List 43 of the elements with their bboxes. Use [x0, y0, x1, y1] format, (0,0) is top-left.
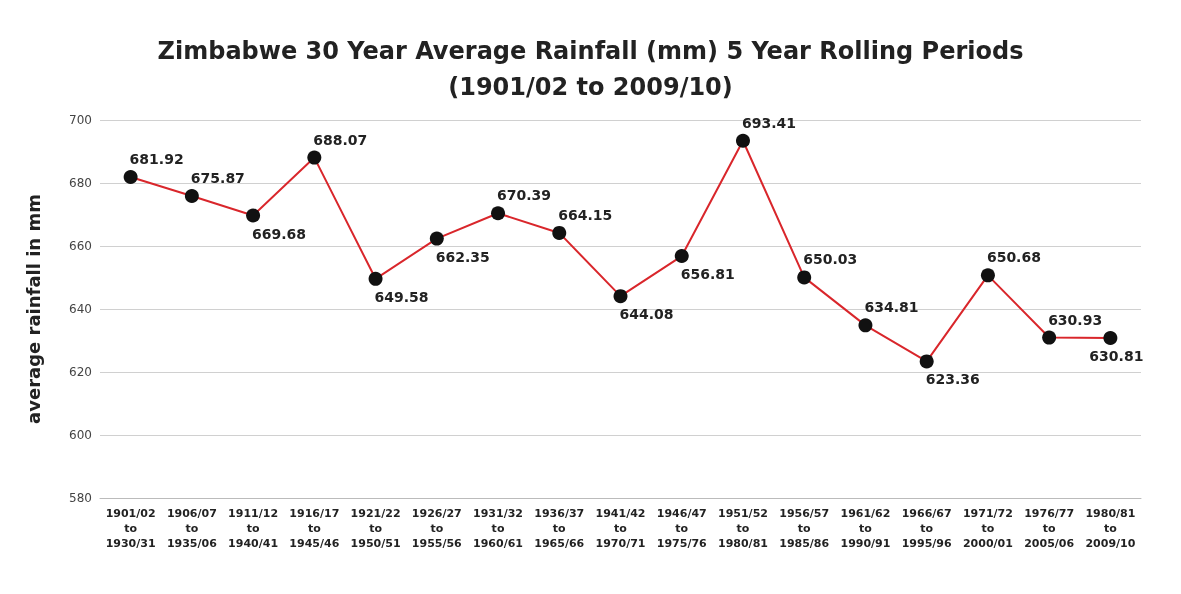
y-tick-label: 640	[69, 302, 92, 316]
data-label: 669.68	[252, 225, 307, 242]
data-label: 675.87	[190, 170, 245, 187]
x-tick-label: 1966/67 to 1995/96	[901, 507, 952, 550]
y-tick-label: 600	[69, 428, 92, 442]
data-label: 693.41	[741, 114, 796, 131]
data-label: 630.93	[1048, 311, 1103, 328]
data-label: 644.08	[619, 306, 674, 323]
x-tick-label: 1946/47 to 1975/76	[656, 507, 708, 550]
data-label: 623.36	[925, 371, 980, 388]
x-tick-label: 1980/81 to 2009/10	[1085, 507, 1136, 550]
x-tick-label: 1941/42 to 1970/71	[595, 507, 646, 550]
data-label: 630.81	[1089, 347, 1144, 364]
x-tick-label: 1951/52 to 1980/81	[717, 507, 768, 550]
y-axis-title: average rainfall in mm	[22, 194, 44, 424]
data-label: 656.81	[680, 266, 735, 283]
x-tick-label: 1971/72 to 2000/01	[962, 507, 1013, 550]
data-label: 649.58	[374, 288, 429, 305]
x-tick-label: 1956/57 to 1985/86	[779, 507, 830, 550]
x-tick-label: 1931/32 to 1960/61	[473, 507, 524, 550]
y-tick-label: 620	[69, 365, 92, 379]
y-tick-label: 680	[69, 176, 92, 190]
x-tick-label: 1976/77 to 2005/06	[1024, 507, 1075, 550]
data-label: 634.81	[864, 299, 919, 316]
x-tick-label: 1921/22 to 1950/51	[350, 507, 401, 550]
data-label: 688.07	[313, 131, 368, 148]
data-label: 670.39	[497, 187, 552, 204]
data-label: 681.92	[129, 150, 184, 167]
chart-title: Zimbabwe 30 Year Average Rainfall (mm) 5 Year Rolling Periods (1901/02 to 2009/10)	[157, 37, 1024, 101]
x-tick-label: 1906/07 to 1935/06	[166, 507, 218, 550]
y-tick-label: 700	[69, 113, 92, 127]
data-label: 664.15	[558, 206, 613, 223]
y-tick-label: 660	[69, 239, 92, 253]
x-tick-label: 1916/17 to 1945/46	[289, 507, 340, 550]
x-tick-label: 1961/62 to 1990/91	[840, 507, 891, 550]
x-tick-label: 1911/12 to 1940/41	[228, 507, 279, 550]
y-tick-label: 580	[69, 491, 92, 505]
x-tick-label: 1926/27 to 1955/56	[411, 507, 463, 550]
data-label: 650.03	[803, 251, 858, 268]
data-label: 662.35	[435, 248, 490, 265]
data-label: 650.68	[986, 249, 1041, 266]
x-tick-label: 1901/02 to 1930/31	[105, 507, 156, 550]
x-tick-label: 1936/37 to 1965/66	[534, 507, 585, 550]
